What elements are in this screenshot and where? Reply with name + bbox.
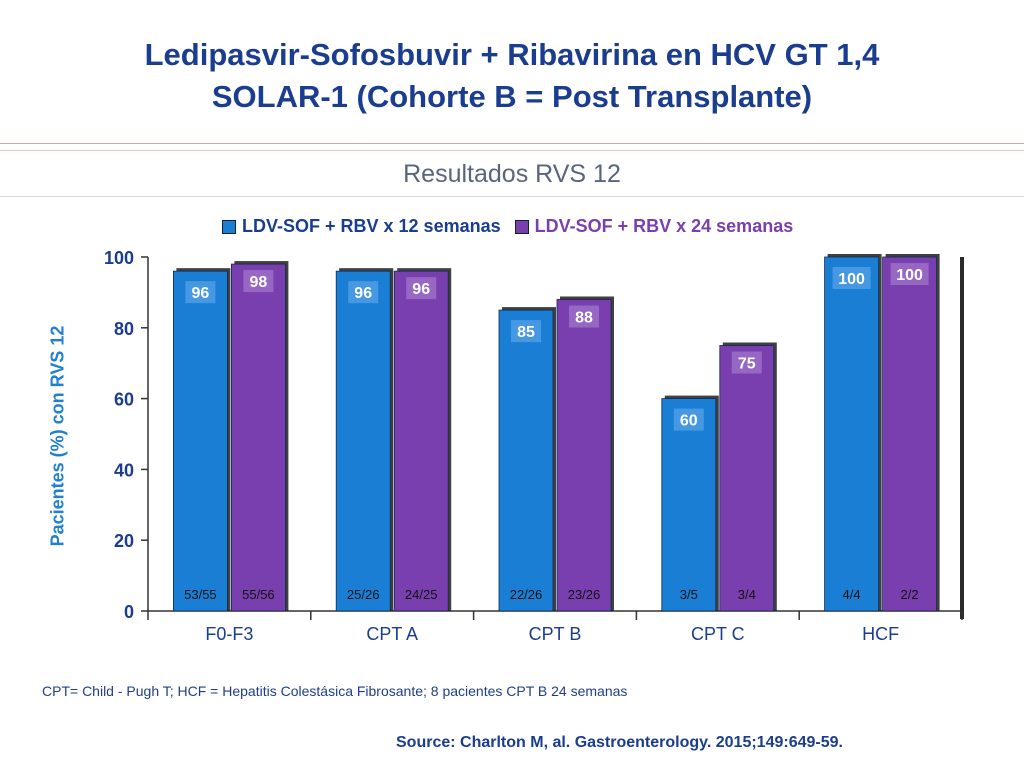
bar-shadow [722,342,777,611]
data-label: 96 [354,285,372,302]
legend-item-24-weeks: LDV-SOF + RBV x 24 semanas [514,216,794,237]
bar-shadow [885,254,940,611]
bar-shadow [827,254,882,611]
legend-label-12-weeks: LDV-SOF + RBV x 12 semanas [242,216,501,236]
legend-swatch-24-weeks [514,219,529,234]
y-tick-label: 0 [124,602,134,622]
bar [335,270,391,612]
bar [556,299,612,612]
count-label: 24/25 [405,587,438,602]
plot-right-edge [960,257,964,619]
x-tick-label: HCF [862,624,899,644]
bar [172,270,228,612]
data-label: 96 [192,285,210,302]
y-tick-label: 40 [114,460,134,480]
legend-item-12-weeks: LDV-SOF + RBV x 12 semanas [222,216,501,237]
bar [498,309,554,612]
bar-shadow [397,268,452,611]
chart-subtitle: Resultados RVS 12 [403,160,621,188]
y-axis-label: Pacientes (%) con RVS 12 [47,325,68,547]
y-tick-label: 20 [114,531,134,551]
bar [230,263,286,612]
data-label-bg [890,263,929,285]
y-tick-label: 80 [114,319,134,339]
title-divider-bottom [0,196,1024,197]
data-label-bg [731,351,762,374]
data-label: 88 [575,309,593,326]
footnote: CPT= Child - Pugh T; HCF = Hepatitis Col… [42,683,628,699]
bar-shadow [339,268,394,611]
count-label: 3/5 [680,587,698,602]
count-label: 25/26 [347,587,380,602]
title-line-2: SOLAR-1 (Cohorte B = Post Transplante) [211,79,813,114]
count-label: 4/4 [843,587,861,602]
data-label-bg [511,320,541,343]
y-tick-label: 100 [104,248,134,268]
title-divider-top [0,143,1024,144]
data-label-bg [243,270,274,293]
count-label: 3/4 [738,587,756,602]
title-line-1: Ledipasvir-Sofosbuvir + Ribavirina en HC… [144,37,880,72]
x-tick-label: CPT A [366,624,418,644]
x-tick-label: CPT B [529,624,582,644]
data-label-bg [569,305,599,328]
data-label: 75 [738,356,756,373]
data-label: 100 [896,267,923,284]
bar-shadow [502,307,556,611]
data-label: 96 [412,281,430,298]
data-label: 100 [838,271,865,288]
bar [824,256,879,612]
data-label-bg [406,277,437,300]
source-citation: Source: Charlton M, al. Gastroenterology… [396,734,843,751]
bar-shadow [560,296,614,611]
data-label-bg [832,267,871,289]
x-tick-label: CPT C [691,624,745,644]
count-label: 2/2 [901,587,919,602]
data-label: 98 [250,274,268,291]
count-label: 22/26 [510,587,543,602]
count-label: 23/26 [568,587,601,602]
y-tick-label: 60 [114,390,134,410]
page-title: Ledipasvir-Sofosbuvir + Ribavirina en HC… [0,34,1024,118]
bar [882,256,937,612]
legend-label-24-weeks: LDV-SOF + RBV x 24 semanas [534,216,794,236]
bar [393,270,449,612]
data-label: 85 [517,324,535,341]
title-divider-mid [0,150,1024,151]
chart-legend: LDV-SOF + RBV x 12 semanas LDV-SOF + RBV… [222,216,807,237]
x-tick-label: F0-F3 [205,624,253,644]
data-label: 60 [680,413,698,430]
data-label-bg [185,281,216,304]
bar-shadow [234,261,289,611]
bar-shadow [176,268,231,611]
count-label: 53/55 [184,587,217,602]
count-label: 55/56 [242,587,275,602]
data-label-bg [673,408,704,431]
bar-shadow [664,395,719,611]
bar [719,345,775,612]
bar [661,398,717,612]
legend-swatch-12-weeks [222,219,236,234]
data-label-bg [348,281,379,304]
